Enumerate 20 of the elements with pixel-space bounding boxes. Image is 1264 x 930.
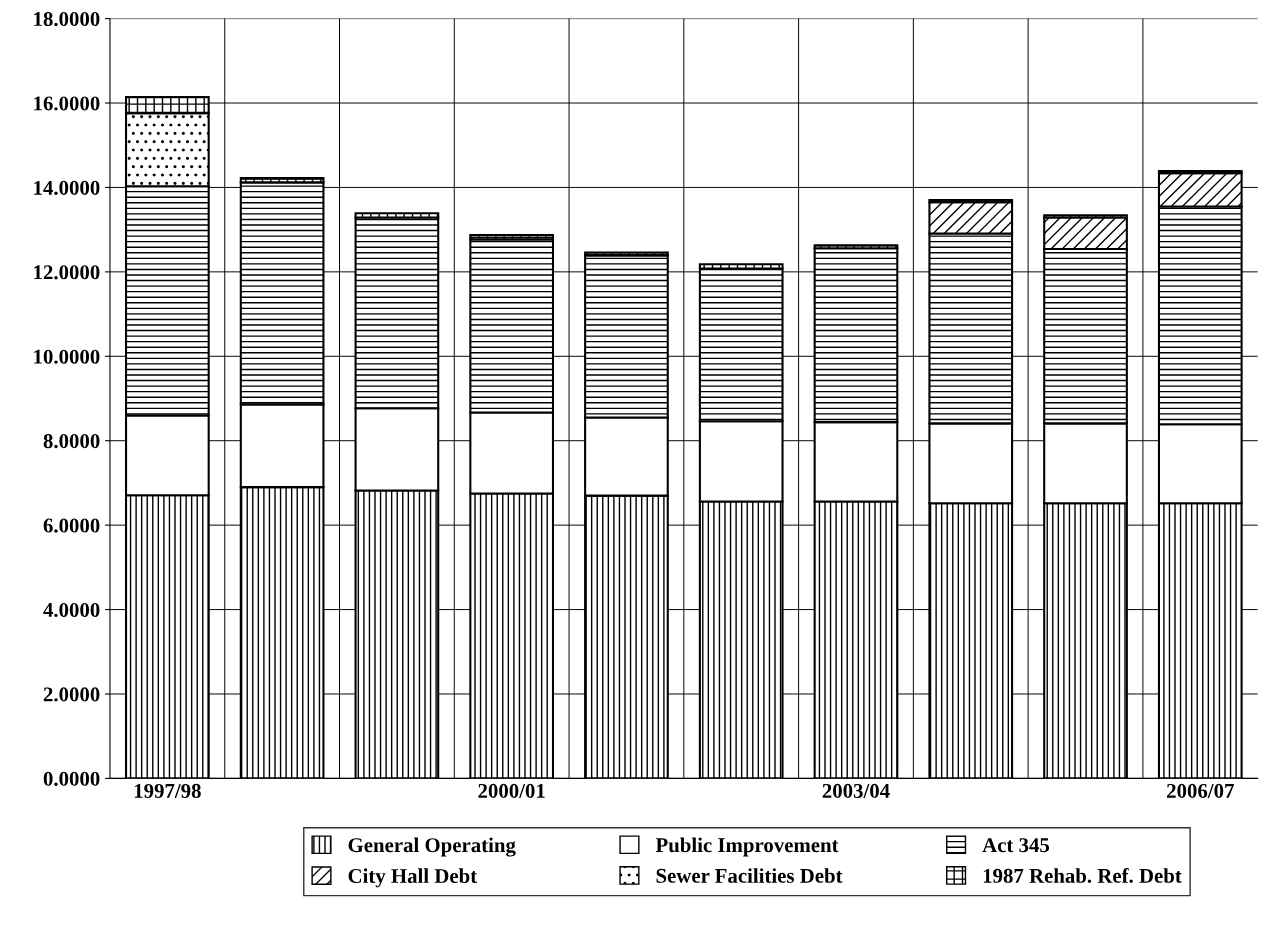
legend-label: Act 345 xyxy=(982,838,1050,853)
y-tick-label: 14.0000 xyxy=(34,180,100,195)
legend-label: General Operating xyxy=(348,837,516,857)
legend-label: Public Improvement xyxy=(655,837,839,857)
y-tick-label: 8.0000 xyxy=(43,434,100,449)
legend-label: Sewer Facilities Debt xyxy=(656,868,843,883)
y-tick-label: 10.0000 xyxy=(34,349,100,364)
y-tick-label: 16.0000 xyxy=(34,96,100,111)
y-tick-label: 4.0000 xyxy=(43,602,100,618)
legend-label: City Hall Debt xyxy=(348,868,478,888)
y-tick-label: 12.0000 xyxy=(34,265,100,280)
x-tick-label: 2000/01 xyxy=(478,783,545,798)
y-tick-label: 2.0000 xyxy=(43,687,100,702)
legend-label: 1987 Rehab. Ref. Debt xyxy=(983,867,1182,883)
x-tick-label: 1997/98 xyxy=(134,783,201,798)
x-tick-label: 2003/04 xyxy=(822,783,890,798)
y-tick-label: 0.0000 xyxy=(43,771,100,786)
y-tick-label: 6.0000 xyxy=(43,518,100,533)
x-tick-label: 2006/07 xyxy=(1167,783,1234,798)
y-tick-label: 18.0000 xyxy=(34,11,100,27)
